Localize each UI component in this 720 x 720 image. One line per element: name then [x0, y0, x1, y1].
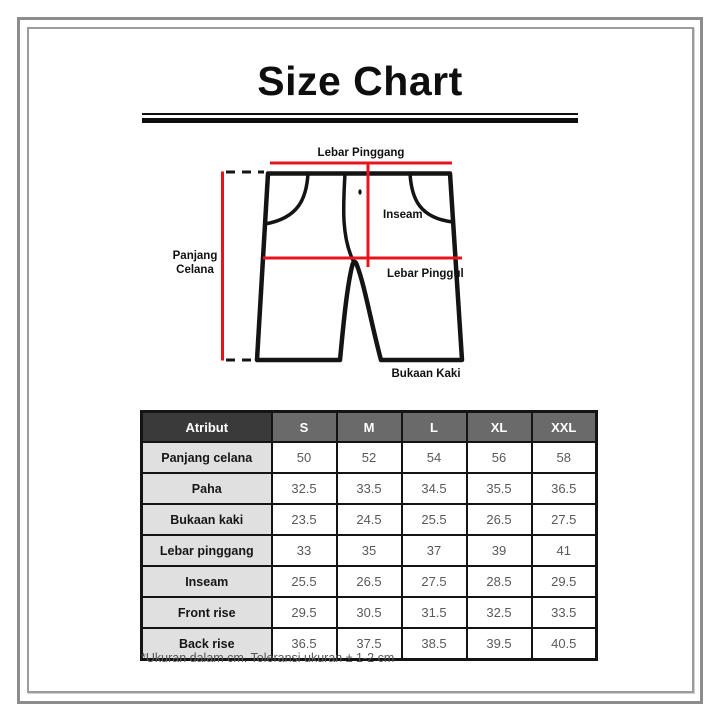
title-divider	[142, 113, 578, 123]
cell-value: 29.5	[270, 596, 338, 629]
cell-value: 27.5	[530, 503, 598, 536]
cell-value: 37	[400, 534, 468, 567]
label-panjang-celana-1: Panjang	[173, 250, 218, 262]
cell-value: 36.5	[530, 472, 598, 505]
left-pocket-seam	[264, 173, 310, 226]
column-header-m: M	[335, 410, 403, 443]
cell-value: 39	[465, 534, 533, 567]
cell-value: 31.5	[400, 596, 468, 629]
table-row: Paha 32.5 33.5 34.5 35.5 36.5	[140, 472, 598, 505]
row-label: Front rise	[140, 596, 273, 629]
column-header-l: L	[400, 410, 468, 443]
right-pocket-seam	[408, 173, 454, 224]
cell-value: 26.5	[465, 503, 533, 536]
row-label: Paha	[140, 472, 273, 505]
cell-value: 58	[530, 441, 598, 474]
cell-value: 33.5	[335, 472, 403, 505]
row-label: Lebar pinggang	[140, 534, 273, 567]
size-note: *Ukuran dalam cm. Toleransi ukuran ± 1-2…	[141, 651, 395, 665]
button-dot	[358, 189, 362, 195]
cell-value: 33.5	[530, 596, 598, 629]
row-label: Back rise	[140, 627, 273, 661]
fly-seam	[341, 173, 356, 264]
cell-value: 50	[270, 441, 338, 474]
column-header-xl: XL	[465, 410, 533, 443]
shorts-outline	[254, 171, 465, 363]
cell-value: 56	[465, 441, 533, 474]
cell-value: 32.5	[270, 472, 338, 505]
row-label: Bukaan kaki	[140, 503, 273, 536]
table-row: Bukaan kaki 23.5 24.5 25.5 26.5 27.5	[140, 503, 598, 536]
table-row: Back rise 36.5 37.5 38.5 39.5 40.5	[140, 627, 598, 661]
cell-value: 34.5	[400, 472, 468, 505]
cell-value: 41	[530, 534, 598, 567]
column-header-s: S	[270, 410, 338, 443]
cell-value: 23.5	[270, 503, 338, 536]
cell-value: 28.5	[465, 565, 533, 598]
cell-value: 54	[400, 441, 468, 474]
cell-value: 25.5	[270, 565, 338, 598]
inner-frame	[27, 27, 694, 693]
cell-value: 30.5	[335, 596, 403, 629]
cell-value: 52	[335, 441, 403, 474]
cell-value: 26.5	[335, 565, 403, 598]
cell-value: 33	[270, 534, 338, 567]
table-row: Front rise 29.5 30.5 31.5 32.5 33.5	[140, 596, 598, 629]
table-row: Lebar pinggang 33 35 37 39 41	[140, 534, 598, 567]
cell-value: 24.5	[335, 503, 403, 536]
outer-frame	[17, 17, 703, 704]
cell-value: 32.5	[465, 596, 533, 629]
cell-value: 35.5	[465, 472, 533, 505]
shorts-measurement-diagram: Lebar Pinggang Inseam Lebar Pinggul Panj…	[150, 138, 480, 393]
cell-value: 37.5	[335, 627, 403, 661]
row-label: Panjang celana	[140, 441, 273, 474]
size-table: Atribut S M L XL XXL Panjang celana 50 5…	[140, 410, 598, 661]
column-header-xxl: XXL	[530, 410, 598, 443]
page-title: Size Chart	[257, 58, 463, 104]
cell-value: 39.5	[465, 627, 533, 661]
label-panjang-celana-2: Celana	[176, 264, 214, 276]
table-row: Inseam 25.5 26.5 27.5 28.5 29.5	[140, 565, 598, 598]
label-bukaan-kaki: Bukaan Kaki	[391, 368, 460, 380]
cell-value: 35	[335, 534, 403, 567]
label-inseam: Inseam	[383, 209, 423, 221]
label-lebar-pinggul: Lebar Pinggul	[387, 268, 464, 280]
table-row: Panjang celana 50 52 54 56 58	[140, 441, 598, 474]
row-label: Inseam	[140, 565, 273, 598]
cell-value: 38.5	[400, 627, 468, 661]
cell-value: 27.5	[400, 565, 468, 598]
column-header-atribut: Atribut	[140, 410, 273, 443]
table-header-row: Atribut S M L XL XXL	[140, 410, 598, 443]
label-lebar-pinggang: Lebar Pinggang	[318, 147, 405, 159]
cell-value: 29.5	[530, 565, 598, 598]
cell-value: 40.5	[530, 627, 598, 661]
cell-value: 36.5	[270, 627, 338, 661]
shorts-diagram-svg: Lebar Pinggang Inseam Lebar Pinggul Panj…	[173, 147, 465, 380]
cell-value: 25.5	[400, 503, 468, 536]
